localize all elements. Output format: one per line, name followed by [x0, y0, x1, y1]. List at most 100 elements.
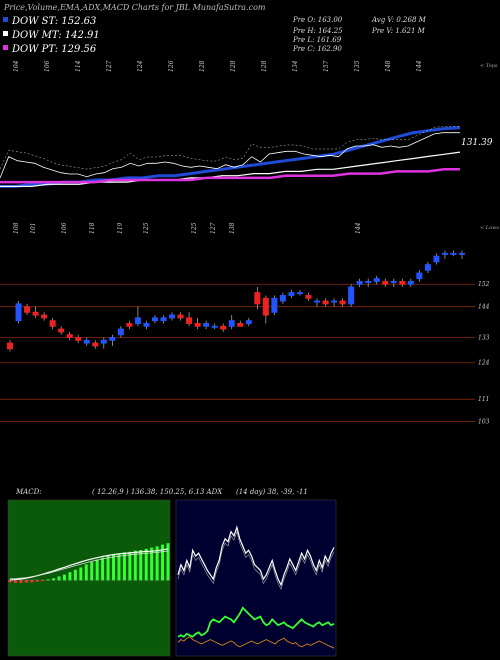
- macd-bar-29: [166, 543, 170, 581]
- candle-body-29: [254, 292, 261, 305]
- macd-bar-28: [161, 544, 165, 581]
- candle-body-16: [143, 322, 150, 327]
- macd-bar-9: [57, 576, 61, 581]
- tops-label-12: 148: [385, 60, 392, 72]
- price-guides: 152 144 133 124 111 103: [0, 281, 490, 426]
- candle-body-23: [203, 322, 210, 327]
- candle-body-44: [382, 280, 389, 285]
- candle-body-36: [314, 300, 321, 303]
- candle-body-42: [365, 280, 372, 283]
- candle-body-14: [126, 322, 133, 327]
- macd-values: ( 12.26,9 ) 136.38, 150.25, 6.13 ADX: [92, 488, 223, 496]
- candle-body-7: [66, 334, 73, 338]
- candle-body-5: [49, 320, 56, 327]
- candle-body-38: [331, 300, 338, 303]
- macd-label: MACD:: [15, 488, 42, 496]
- candle-body-6: [58, 328, 65, 333]
- candle-body-50: [433, 255, 440, 263]
- candle-body-46: [399, 280, 406, 285]
- macd-line-signal: [9, 550, 169, 580]
- candle-body-8: [75, 337, 82, 341]
- macd-panel: [7, 499, 171, 657]
- candle-body-18: [160, 317, 167, 322]
- lows-label-5: 125: [143, 222, 150, 234]
- candle-body-41: [356, 280, 363, 285]
- tops-labels: 104 106 114 127 124 126 128 128 128 134 157 135 148 1…: [13, 60, 423, 72]
- guide-label-5: 103: [478, 419, 490, 426]
- candle-body-37: [322, 300, 329, 305]
- legend-dow-mt: DOW MT: 142.91: [11, 30, 100, 41]
- tops-label-4: 124: [137, 60, 144, 72]
- macd-bar-11: [68, 572, 72, 581]
- adx-values: (14 day) 38, -39, -11: [236, 488, 308, 496]
- tops-tag: < Tops: [480, 63, 498, 69]
- macd-bar-22: [128, 551, 132, 581]
- tops-label-0: 104: [13, 60, 20, 72]
- candle-body-45: [390, 280, 397, 283]
- candle-body-24: [211, 325, 218, 328]
- candle-body-1: [15, 303, 22, 322]
- ema-lines: [0, 126, 461, 188]
- candle-body-31: [271, 297, 278, 313]
- legend-swatch-long: [3, 45, 8, 50]
- legend-swatch-short: [3, 17, 8, 22]
- adx-panel: [175, 499, 337, 657]
- adx-draw: [177, 525, 335, 649]
- lows-label-0: 108: [13, 222, 20, 234]
- legend-dow-st: DOW ST: 152.63: [11, 16, 96, 27]
- tops-label-1: 106: [44, 60, 51, 72]
- candle-body-3: [32, 311, 39, 316]
- tops-label-10: 157: [323, 60, 330, 72]
- candle-body-20: [177, 314, 184, 319]
- candle-body-12: [109, 337, 116, 341]
- macd-draw: [8, 543, 170, 583]
- candle-panel: < Lows 108 101 106 118 119 125 125 127 138 144 15…: [0, 222, 499, 426]
- tops-label-2: 114: [75, 60, 82, 72]
- adx-panel-bg: [175, 499, 337, 657]
- lows-label-3: 118: [89, 222, 96, 234]
- ema-line-1: [0, 151, 461, 187]
- macd-bar-12: [73, 569, 77, 581]
- macd-bar-19: [112, 554, 116, 581]
- candle-body-26: [228, 320, 235, 327]
- macd-bar-23: [133, 550, 137, 581]
- candle-body-32: [279, 294, 286, 302]
- macd-bar-10: [62, 574, 66, 581]
- guide-label-0: 152: [478, 281, 490, 288]
- lows-label-2: 106: [61, 222, 68, 234]
- lows-tag: < Lows: [480, 225, 499, 231]
- macd-bar-13: [79, 567, 83, 581]
- macd-bar-4: [30, 580, 34, 583]
- candle-body-27: [237, 322, 244, 327]
- candle-body-21: [186, 317, 193, 324]
- tops-label-3: 127: [106, 60, 113, 72]
- candle-body-25: [220, 325, 227, 330]
- quote-block: Pre O: 163.00 Pre H: 164.25 Pre L: 161.6…: [292, 16, 427, 53]
- candle-body-33: [288, 292, 295, 296]
- candle-body-40: [348, 286, 355, 305]
- macd-bar-2: [19, 580, 23, 583]
- candle-body-19: [169, 314, 176, 319]
- lows-label-1: 101: [30, 223, 37, 234]
- candle-body-4: [41, 314, 48, 319]
- quote-prev-volume: Pre V: 1.621 M: [371, 27, 426, 35]
- quote-prev-open: Pre O: 163.00: [292, 16, 343, 24]
- tops-label-11: 135: [354, 60, 361, 72]
- quote-prev-close: Pre C: 162.90: [292, 45, 342, 53]
- candle-body-34: [296, 292, 303, 295]
- candle-body-51: [441, 252, 448, 255]
- lows-label-9: 144: [355, 222, 362, 234]
- legend-dow-pt: DOW PT: 129.56: [11, 44, 97, 55]
- macd-bar-21: [122, 552, 126, 581]
- ema-panel: < Tops 104 106 114 127 124 126 128 128 128 134 157…: [0, 60, 498, 188]
- tops-label-13: 144: [416, 60, 423, 72]
- guide-label-3: 124: [478, 360, 490, 367]
- ema-line-2: [0, 168, 460, 184]
- candle-body-17: [151, 317, 158, 322]
- macd-bar-14: [84, 564, 88, 581]
- candle-body-22: [194, 322, 201, 327]
- candle-body-11: [100, 339, 107, 344]
- lows-label-8: 138: [229, 222, 236, 234]
- candle-body-35: [305, 294, 312, 299]
